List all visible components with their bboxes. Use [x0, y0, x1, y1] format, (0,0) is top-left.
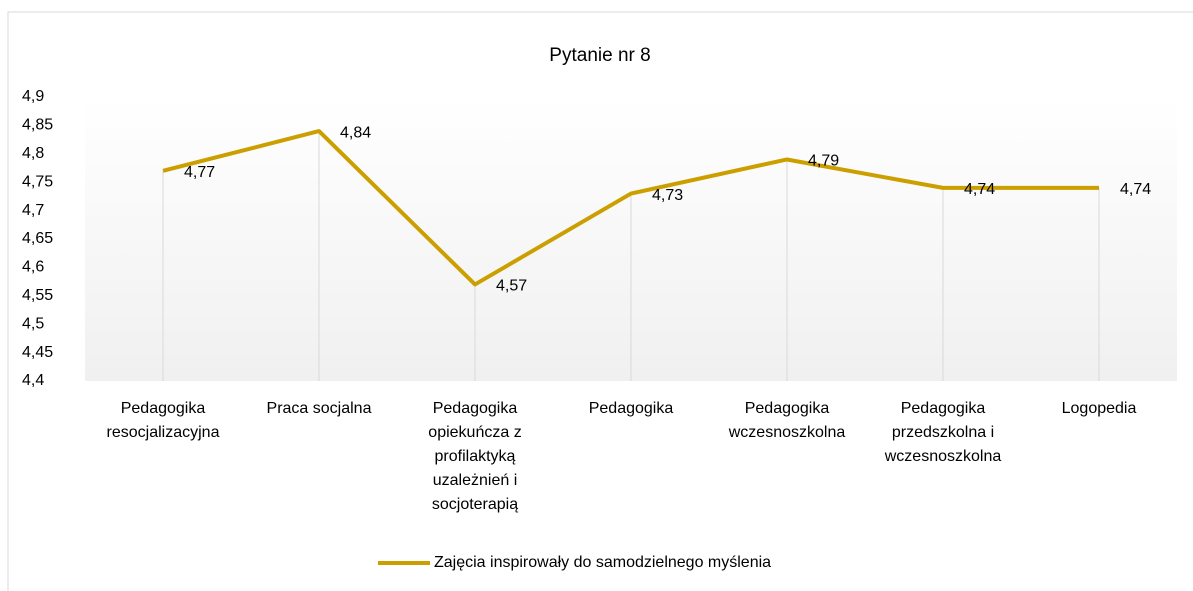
y-tick-label: 4,5	[22, 315, 44, 332]
y-tick-label: 4,55	[22, 287, 53, 304]
legend-label: Zajęcia inspirowały do samodzielnego myś…	[434, 554, 771, 571]
data-label: 4,74	[1120, 181, 1151, 198]
data-label: 4,84	[340, 124, 371, 141]
data-label: 4,79	[808, 153, 839, 170]
y-tick-label: 4,7	[22, 202, 44, 219]
y-tick-label: 4,75	[22, 173, 53, 190]
x-tick-label: Pedagogika przedszkolna i wczesnoszkolna	[884, 400, 1002, 465]
y-tick-label: 4,9	[22, 88, 44, 105]
y-tick-label: 4,45	[22, 344, 53, 361]
y-tick-label: 4,85	[22, 117, 53, 134]
data-label: 4,77	[184, 164, 215, 181]
chart-title: Pytanie nr 8	[549, 45, 650, 66]
data-label: 4,73	[652, 187, 683, 204]
series-line	[162, 129, 1099, 287]
x-tick-label: Pedagogika wczesnoszkolna	[728, 400, 846, 441]
y-tick-label: 4,65	[22, 230, 53, 247]
x-tick-label: Pedagogika resocjalizacyjna	[106, 400, 220, 441]
y-tick-label: 4,8	[22, 145, 44, 162]
y-tick-label: 4,6	[22, 259, 44, 276]
x-tick-label: Pedagogika	[588, 400, 674, 417]
chart-frame	[7, 11, 1193, 591]
y-tick-label: 4,4	[22, 372, 44, 389]
x-tick-label: Logopedia	[1061, 400, 1137, 417]
x-tick-label: Pedagogika opiekuńcza z profilaktyką uza…	[428, 400, 522, 513]
x-tick-label: Praca socjalna	[266, 400, 372, 417]
data-label: 4,57	[496, 278, 527, 295]
data-label: 4,74	[964, 181, 995, 198]
